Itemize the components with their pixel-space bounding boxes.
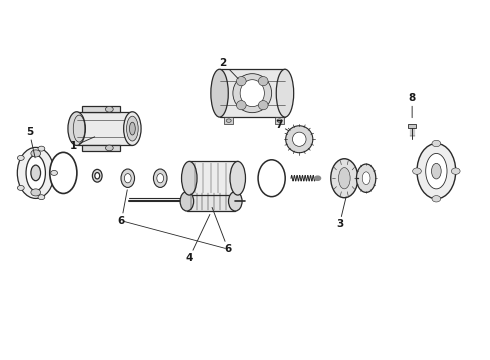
Ellipse shape xyxy=(121,169,135,188)
Bar xyxy=(187,192,235,211)
Ellipse shape xyxy=(95,172,99,179)
Ellipse shape xyxy=(157,174,164,183)
Bar xyxy=(189,161,238,195)
Bar xyxy=(81,107,121,112)
Text: 4: 4 xyxy=(186,215,210,263)
Ellipse shape xyxy=(38,146,45,151)
Ellipse shape xyxy=(124,174,131,183)
Ellipse shape xyxy=(180,192,194,211)
Ellipse shape xyxy=(237,77,246,86)
Text: 5: 5 xyxy=(26,127,35,158)
Ellipse shape xyxy=(276,69,294,117)
Ellipse shape xyxy=(18,185,24,190)
Ellipse shape xyxy=(258,160,285,197)
Ellipse shape xyxy=(123,112,141,145)
Ellipse shape xyxy=(129,122,135,135)
Bar xyxy=(408,123,416,128)
Ellipse shape xyxy=(228,192,242,211)
Ellipse shape xyxy=(432,163,441,179)
Ellipse shape xyxy=(258,77,268,86)
Ellipse shape xyxy=(331,159,358,198)
Ellipse shape xyxy=(31,165,41,181)
Text: 1: 1 xyxy=(70,137,95,151)
Ellipse shape xyxy=(226,119,231,122)
Ellipse shape xyxy=(50,152,77,193)
Ellipse shape xyxy=(68,112,85,145)
Ellipse shape xyxy=(233,74,271,113)
Ellipse shape xyxy=(31,189,41,196)
Ellipse shape xyxy=(38,195,45,200)
Text: 3: 3 xyxy=(336,197,346,229)
Ellipse shape xyxy=(126,116,138,141)
Text: 8: 8 xyxy=(409,94,416,118)
Ellipse shape xyxy=(240,80,265,107)
Ellipse shape xyxy=(451,168,460,174)
Ellipse shape xyxy=(432,195,441,202)
Ellipse shape xyxy=(237,100,246,110)
Ellipse shape xyxy=(26,155,46,191)
Ellipse shape xyxy=(51,170,57,175)
Ellipse shape xyxy=(339,168,350,189)
Ellipse shape xyxy=(17,147,54,198)
Text: 6: 6 xyxy=(212,207,232,254)
Ellipse shape xyxy=(181,161,197,195)
Bar xyxy=(275,117,284,124)
Bar xyxy=(81,145,121,151)
Bar xyxy=(220,69,285,117)
Text: 7: 7 xyxy=(275,120,289,131)
Ellipse shape xyxy=(105,107,113,112)
Ellipse shape xyxy=(362,172,370,185)
Ellipse shape xyxy=(31,150,41,157)
Ellipse shape xyxy=(413,168,421,174)
Text: 2: 2 xyxy=(220,58,238,79)
Text: 6: 6 xyxy=(118,190,127,226)
Bar xyxy=(76,112,132,145)
Ellipse shape xyxy=(105,145,113,151)
Ellipse shape xyxy=(258,100,268,110)
Bar xyxy=(224,117,233,124)
Ellipse shape xyxy=(18,156,24,161)
Ellipse shape xyxy=(432,140,441,147)
Ellipse shape xyxy=(293,132,306,146)
Circle shape xyxy=(315,176,320,180)
Ellipse shape xyxy=(211,69,228,117)
Ellipse shape xyxy=(153,169,167,188)
Ellipse shape xyxy=(356,164,376,192)
Ellipse shape xyxy=(286,126,313,153)
Ellipse shape xyxy=(230,161,245,195)
Ellipse shape xyxy=(417,144,456,199)
Ellipse shape xyxy=(277,119,282,122)
Ellipse shape xyxy=(426,153,447,189)
Ellipse shape xyxy=(93,169,102,182)
